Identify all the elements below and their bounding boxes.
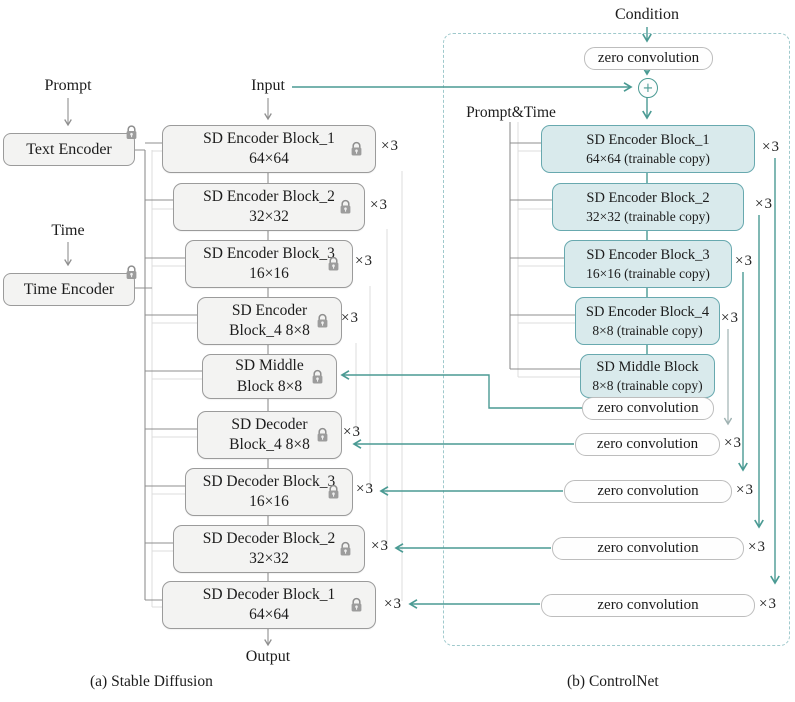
block-title: SD Encoder Block_2 <box>203 187 335 205</box>
block-title: SD Middle Block <box>596 358 699 375</box>
lock-icon <box>125 125 138 140</box>
add-node: + <box>638 78 658 98</box>
sd-middle-block: SD Middle Block 8×8 <box>202 354 337 399</box>
lock-icon <box>311 369 324 384</box>
multiplier-label: ×3 <box>341 310 359 326</box>
sd-decoder-block-1: SD Decoder Block_1 64×64 <box>162 581 376 629</box>
multiplier-label: ×3 <box>755 196 773 212</box>
block-subtitle: 32×32 <box>249 208 289 225</box>
block-subtitle: 64×64 (trainable copy) <box>586 150 710 166</box>
lock-icon <box>327 256 340 272</box>
plus-symbol: + <box>642 80 654 96</box>
sd-decoder-block-3: SD Decoder Block_3 16×16 <box>185 468 353 516</box>
lock-icon <box>327 484 340 500</box>
multiplier-label: ×3 <box>724 435 742 451</box>
multiplier-label: ×3 <box>762 139 780 155</box>
multiplier-label: ×3 <box>355 253 373 269</box>
block-subtitle: Block 8×8 <box>236 377 303 395</box>
sd-decoder-block-2: SD Decoder Block_2 32×32 <box>173 525 365 573</box>
sd-encoder-block-2: SD Encoder Block_2 32×32 <box>173 183 365 231</box>
lock-icon <box>350 141 363 157</box>
lock-icon <box>339 199 352 215</box>
zero-convolution-decoder-4: zero convolution <box>575 433 720 456</box>
block-title: SD Encoder <box>231 301 308 319</box>
zero-convolution-label: zero convolution <box>597 597 699 613</box>
multiplier-label: ×3 <box>370 197 388 213</box>
zero-convolution-label: zero convolution <box>597 540 699 556</box>
zero-convolution-label: zero convolution <box>597 50 700 66</box>
block-subtitle: 16×16 <box>249 265 289 282</box>
text-encoder-label: Text Encoder <box>26 140 112 158</box>
block-title: SD Encoder Block_1 <box>203 129 335 147</box>
block-title: SD Encoder Block_3 <box>203 244 335 262</box>
caption-stable-diffusion: (a) Stable Diffusion <box>90 673 213 690</box>
multiplier-label: ×3 <box>735 253 753 269</box>
block-title: SD Decoder <box>231 415 308 433</box>
block-title: SD Middle <box>235 357 304 375</box>
block-subtitle: 32×32 <box>249 550 289 567</box>
multiplier-label: ×3 <box>384 596 402 612</box>
controlnet-encoder-block-3: SD Encoder Block_3 16×16 (trainable copy… <box>564 240 732 288</box>
time-label: Time <box>51 222 85 239</box>
time-encoder-label: Time Encoder <box>23 280 115 298</box>
controlnet-encoder-block-4: SD Encoder Block_4 8×8 (trainable copy) <box>575 297 720 345</box>
block-title: SD Encoder Block_4 <box>585 303 710 320</box>
block-subtitle: 64×64 <box>249 606 289 623</box>
output-label: Output <box>245 648 291 665</box>
block-subtitle: 16×16 <box>249 493 289 510</box>
sd-encoder-block-1: SD Encoder Block_1 64×64 <box>162 125 376 173</box>
controlnet-boundary <box>443 33 790 646</box>
lock-icon <box>339 541 352 557</box>
block-title: SD Encoder Block_2 <box>586 189 710 206</box>
block-subtitle: 64×64 <box>249 150 289 167</box>
sd-encoder-block-4: SD Encoder Block_4 8×8 <box>197 297 342 345</box>
multiplier-label: ×3 <box>721 310 739 326</box>
block-title: SD Encoder Block_3 <box>586 246 710 263</box>
block-subtitle: 8×8 (trainable copy) <box>592 322 703 338</box>
condition-label: Condition <box>614 6 679 23</box>
multiplier-label: ×3 <box>759 596 777 612</box>
lock-icon <box>316 313 329 329</box>
zero-convolution-decoder-2: zero convolution <box>552 537 744 560</box>
prompt-label: Prompt <box>44 77 92 94</box>
multiplier-label: ×3 <box>356 481 374 497</box>
sd-encoder-block-3: SD Encoder Block_3 16×16 <box>185 240 353 288</box>
zero-convolution-middle: zero convolution <box>582 397 714 420</box>
zero-convolution-decoder-1: zero convolution <box>541 594 755 617</box>
block-subtitle: 8×8 (trainable copy) <box>592 377 703 393</box>
multiplier-label: ×3 <box>748 539 766 555</box>
prompt-time-label: Prompt&Time <box>466 104 556 121</box>
controlnet-encoder-block-1: SD Encoder Block_1 64×64 (trainable copy… <box>541 125 755 173</box>
text-encoder-block: Text Encoder <box>3 125 137 166</box>
controlnet-encoder-block-2: SD Encoder Block_2 32×32 (trainable copy… <box>552 183 744 231</box>
block-subtitle: Block_4 8×8 <box>229 322 310 339</box>
block-subtitle: Block_4 8×8 <box>229 436 310 453</box>
block-title: SD Decoder Block_1 <box>202 585 336 603</box>
zero-convolution-label: zero convolution <box>597 483 699 499</box>
zero-convolution-label: zero convolution <box>597 400 699 416</box>
input-label: Input <box>251 77 285 94</box>
zero-convolution-label: zero convolution <box>596 436 699 452</box>
multiplier-label: ×3 <box>371 538 389 554</box>
multiplier-label: ×3 <box>343 424 361 440</box>
block-title: SD Encoder Block_1 <box>586 131 710 148</box>
zero-convolution-condition: zero convolution <box>584 47 713 70</box>
lock-icon <box>125 265 138 280</box>
caption-controlnet: (b) ControlNet <box>567 673 659 690</box>
block-subtitle: 32×32 (trainable copy) <box>586 208 710 224</box>
block-title: SD Decoder Block_3 <box>202 472 336 490</box>
zero-convolution-decoder-3: zero convolution <box>564 480 732 503</box>
time-encoder-block: Time Encoder <box>3 265 137 306</box>
block-title: SD Decoder Block_2 <box>202 529 336 547</box>
multiplier-label: ×3 <box>381 138 399 154</box>
lock-icon <box>316 427 329 443</box>
lock-icon <box>350 597 363 613</box>
sd-decoder-block-4: SD Decoder Block_4 8×8 <box>197 411 342 459</box>
multiplier-label: ×3 <box>736 482 754 498</box>
controlnet-middle-block: SD Middle Block 8×8 (trainable copy) <box>580 354 715 398</box>
block-subtitle: 16×16 (trainable copy) <box>586 265 710 281</box>
